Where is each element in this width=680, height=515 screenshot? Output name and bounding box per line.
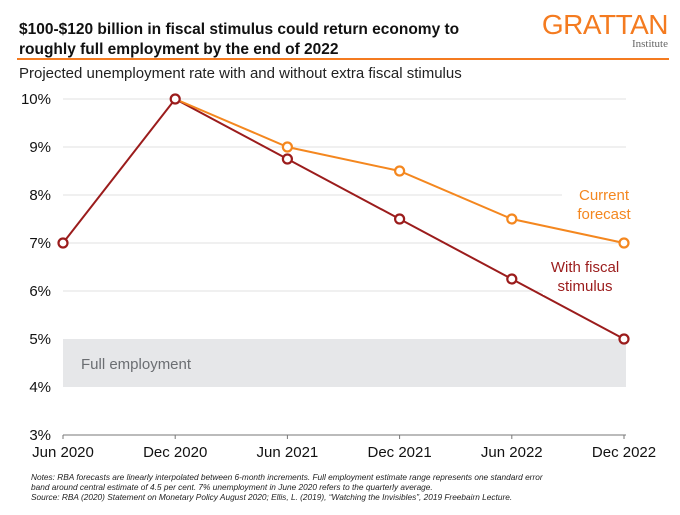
fiscal-stimulus-point: [506, 273, 518, 285]
fiscal-stimulus-point: [169, 93, 181, 105]
fiscal-stimulus-point: [618, 333, 630, 345]
full-employment-label: Full employment: [81, 356, 192, 373]
line-chart: Full employment 3% 4% 5% 6% 7% 8% 9% 10% Jun 2020…: [21, 91, 656, 461]
x-tick-label: Jun 2021: [257, 444, 319, 461]
y-tick-label: 6%: [29, 283, 51, 300]
y-tick-label: 10%: [21, 91, 51, 108]
fiscal-stimulus-point: [394, 213, 406, 225]
current-forecast-point: [281, 141, 293, 153]
current-forecast-point: [394, 165, 406, 177]
current-forecast-point: [506, 213, 518, 225]
x-tick-label: Dec 2022: [592, 444, 656, 461]
y-tick-label: 7%: [29, 235, 51, 252]
notes-line-2: band around central estimate of 4.5 per …: [31, 482, 433, 492]
title-divider: [17, 58, 669, 60]
current-forecast-label: forecast: [577, 206, 631, 223]
series-label-bg: [562, 205, 646, 223]
current-forecast-label: Current: [579, 187, 630, 204]
series-label-bg: [543, 277, 627, 295]
series-label-bg: [543, 258, 627, 276]
fiscal-stimulus-point: [57, 237, 69, 249]
chart-notes: Notes: RBA forecasts are linearly interp…: [31, 472, 671, 502]
y-tick-label: 8%: [29, 187, 51, 204]
fiscal-stimulus-label: stimulus: [557, 278, 612, 295]
x-tick-label: Dec 2020: [143, 444, 207, 461]
grattan-logo: GRATTAN Institute: [541, 9, 669, 51]
notes-line-3: Source: RBA (2020) Statement on Monetary…: [31, 492, 513, 502]
y-tick-label: 3%: [29, 427, 51, 444]
fiscal-stimulus-line: [62, 97, 625, 340]
chart-subtitle: Projected unemployment rate with and wit…: [19, 65, 462, 82]
series-label-bg: [562, 186, 646, 204]
y-tick-label: 9%: [29, 139, 51, 156]
x-tick-label: Jun 2022: [481, 444, 543, 461]
chart-title: $100-$120 billion in fiscal stimulus cou…: [19, 21, 460, 58]
fiscal-stimulus-point: [281, 153, 293, 165]
current-forecast-point: [618, 237, 630, 249]
logo-sub-text: Institute: [631, 38, 668, 50]
notes-line-1: Notes: RBA forecasts are linearly interp…: [31, 472, 543, 482]
y-tick-label: 5%: [29, 331, 51, 348]
logo-main-text: GRATTAN: [541, 9, 669, 40]
x-tick-label: Dec 2021: [367, 444, 431, 461]
full-employment-band: [63, 339, 626, 387]
y-tick-label: 4%: [29, 379, 51, 396]
x-tick-label: Jun 2020: [32, 444, 94, 461]
fiscal-stimulus-label: With fiscal: [551, 259, 619, 276]
